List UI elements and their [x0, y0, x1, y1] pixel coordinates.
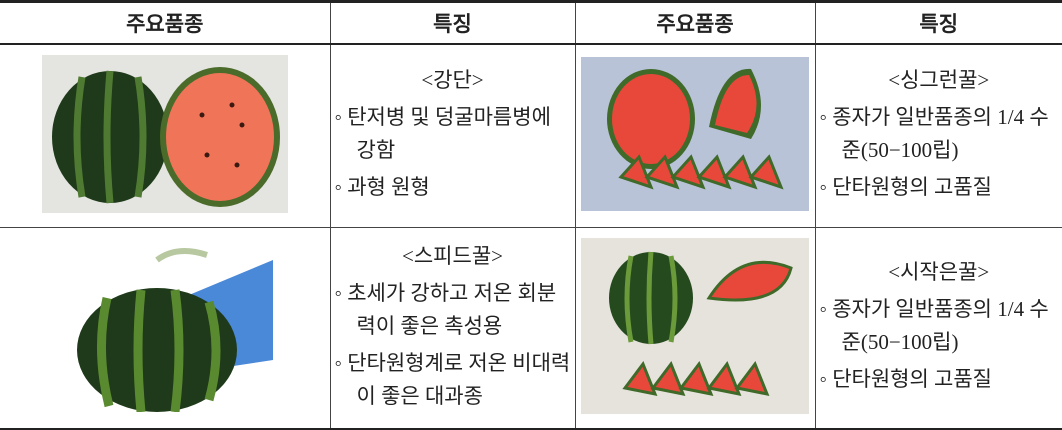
header-cell: 주요품종: [574, 0, 816, 45]
table-row: <스피드꿀> ◦ 초세가 강하고 저온 회분력이 좋은 촉성용 ◦ 단타원형계로…: [0, 227, 1062, 430]
variety-name: <시작은꿀>: [888, 260, 990, 284]
table-row: <강단> ◦ 탄저병 및 덩굴마름병에 강함 ◦ 과형 원형 <싱그런꿀> ◦ …: [0, 43, 1062, 228]
feature-bullet: ◦ 단타원형의 고품질: [819, 175, 993, 199]
feature-bullet: ◦ 종자가 일반품종의 1/4 수준(50−100립): [819, 105, 1049, 162]
header-cell: 주요품종: [0, 0, 331, 45]
header-cell: 특징: [814, 0, 1062, 45]
feature-cell: <스피드꿀> ◦ 초세가 강하고 저온 회분력이 좋은 촉성용 ◦ 단타원형계로…: [329, 227, 576, 430]
image-cell: [0, 43, 331, 228]
watermelon-photo: [581, 237, 809, 414]
image-cell: [574, 43, 816, 228]
variety-name: <강단>: [421, 68, 484, 92]
feature-bullet: ◦ 초세가 강하고 저온 회분력이 좋은 촉성용: [334, 280, 557, 338]
feature-cell: <강단> ◦ 탄저병 및 덩굴마름병에 강함 ◦ 과형 원형: [329, 43, 576, 228]
watermelon-photo: [41, 54, 288, 213]
variety-name: <스피드꿀>: [402, 243, 503, 268]
image-cell: [0, 227, 331, 430]
header-cell: 특징: [329, 0, 576, 45]
feature-bullet: ◦ 탄저병 및 덩굴마름병에 강함: [334, 105, 551, 162]
header-row: 주요품종 특징 주요품종 특징: [0, 0, 1062, 45]
watermelon-photo: [56, 239, 273, 413]
image-cell: [574, 227, 816, 430]
feature-bullet: ◦ 종자가 일반품종의 1/4 수준(50−100립): [819, 297, 1049, 354]
feature-bullet: ◦ 단타원형계로 저온 비대력이 좋은 대과종: [334, 350, 571, 408]
feature-cell: <시작은꿀> ◦ 종자가 일반품종의 1/4 수준(50−100립) ◦ 단타원…: [814, 227, 1062, 430]
feature-bullet: ◦ 과형 원형: [334, 175, 430, 199]
feature-cell: <싱그런꿀> ◦ 종자가 일반품종의 1/4 수준(50−100립) ◦ 단타원…: [814, 43, 1062, 228]
feature-bullet: ◦ 단타원형의 고품질: [819, 367, 993, 391]
variety-name: <싱그런꿀>: [888, 68, 990, 92]
watermelon-photo: [581, 56, 809, 211]
